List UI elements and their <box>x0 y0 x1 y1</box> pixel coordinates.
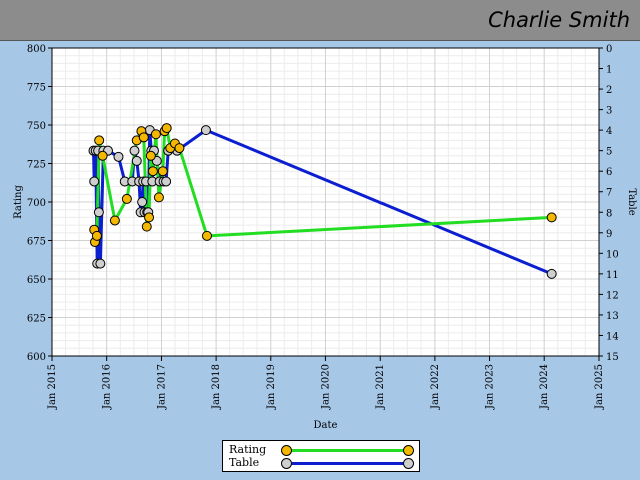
y-tick-label: 650 <box>27 275 46 286</box>
y-tick-label: 600 <box>27 352 46 363</box>
data-point-table <box>95 258 106 269</box>
legend-line-table <box>285 462 409 465</box>
data-point-rating <box>141 221 152 232</box>
x-tick-label: Jan 2015 <box>47 364 58 410</box>
x-tick-label: Jan 2019 <box>266 364 277 410</box>
legend-item-table: Table <box>229 456 415 470</box>
y2-tick-label: 2 <box>606 85 612 96</box>
y2-tick-label: 5 <box>606 147 612 158</box>
data-point-rating <box>138 132 149 143</box>
header-bar: Charlie Smith <box>0 0 640 41</box>
legend-marker-table-start <box>281 458 292 469</box>
y-tick-label: 675 <box>27 237 46 248</box>
data-point-rating <box>121 193 132 204</box>
data-point-rating <box>145 150 156 161</box>
chart-legend: Rating Table <box>222 440 420 472</box>
data-point-table <box>131 155 142 166</box>
x-tick-label: Jan 2018 <box>211 364 222 410</box>
y2-tick-label: 6 <box>606 167 612 178</box>
legend-marker-rating-end <box>403 445 414 456</box>
legend-label-table: Table <box>229 456 260 469</box>
y-tick-label: 725 <box>27 160 46 171</box>
data-point-table <box>113 151 124 162</box>
y-tick-label: 625 <box>27 314 46 325</box>
data-point-table <box>137 197 148 207</box>
x-tick-label: Jan 2016 <box>102 364 113 410</box>
data-point-rating <box>201 230 212 241</box>
x-tick-label: Jan 2020 <box>320 364 331 410</box>
y-tick-label: 700 <box>27 198 46 209</box>
y2-axis-title: Table <box>626 188 637 215</box>
data-point-rating <box>174 143 185 154</box>
plot-border <box>51 47 600 357</box>
data-point-table <box>129 145 140 156</box>
legend-marker-table-end <box>403 458 414 469</box>
data-point-rating <box>161 123 172 134</box>
y-tick-label: 750 <box>27 121 46 132</box>
data-point-table <box>161 176 172 187</box>
x-tick-label: Jan 2021 <box>375 364 386 410</box>
data-point-table <box>200 125 211 136</box>
y2-tick-label: 3 <box>606 106 612 117</box>
data-point-rating <box>147 166 158 177</box>
data-point-rating <box>144 212 155 223</box>
x-tick-label: Jan 2022 <box>430 364 441 410</box>
y2-tick-label: 8 <box>606 208 612 219</box>
y2-tick-label: 14 <box>606 331 619 342</box>
legend-item-rating: Rating <box>229 443 415 457</box>
data-point-rating <box>91 230 102 241</box>
y2-tick-label: 9 <box>606 229 612 240</box>
y2-tick-label: 4 <box>606 126 612 137</box>
y2-tick-label: 10 <box>606 249 619 260</box>
y2-tick-label: 12 <box>606 290 619 301</box>
x-tick-label: Jan 2017 <box>156 364 167 410</box>
legend-line-rating <box>285 449 409 452</box>
y-axis-title: Rating <box>13 185 24 219</box>
x-tick-label: Jan 2023 <box>485 364 496 410</box>
data-point-table <box>89 176 100 187</box>
x-tick-label: Jan 2024 <box>539 364 550 410</box>
y2-tick-label: 11 <box>606 270 619 281</box>
x-axis-title: Date <box>314 420 338 431</box>
y2-tick-label: 0 <box>606 44 612 55</box>
y-tick-label: 775 <box>27 83 46 94</box>
data-point-rating <box>157 166 168 177</box>
x-tick-label: Jan 2025 <box>594 364 605 410</box>
data-point-rating <box>94 135 105 146</box>
y-tick-label: 800 <box>27 44 46 55</box>
y2-tick-label: 7 <box>606 188 612 199</box>
data-point-rating <box>546 212 557 223</box>
legend-marker-rating-start <box>281 445 292 456</box>
y2-tick-label: 1 <box>606 65 612 76</box>
data-point-rating <box>97 150 108 161</box>
y2-tick-label: 15 <box>606 352 619 363</box>
data-point-table <box>93 207 104 218</box>
player-name: Charlie Smith <box>488 8 630 32</box>
y2-tick-label: 13 <box>606 311 619 322</box>
legend-label-rating: Rating <box>229 443 267 456</box>
data-point-rating <box>150 129 161 140</box>
data-point-rating <box>109 215 120 226</box>
data-point-table <box>546 268 557 279</box>
data-point-rating <box>153 192 164 203</box>
